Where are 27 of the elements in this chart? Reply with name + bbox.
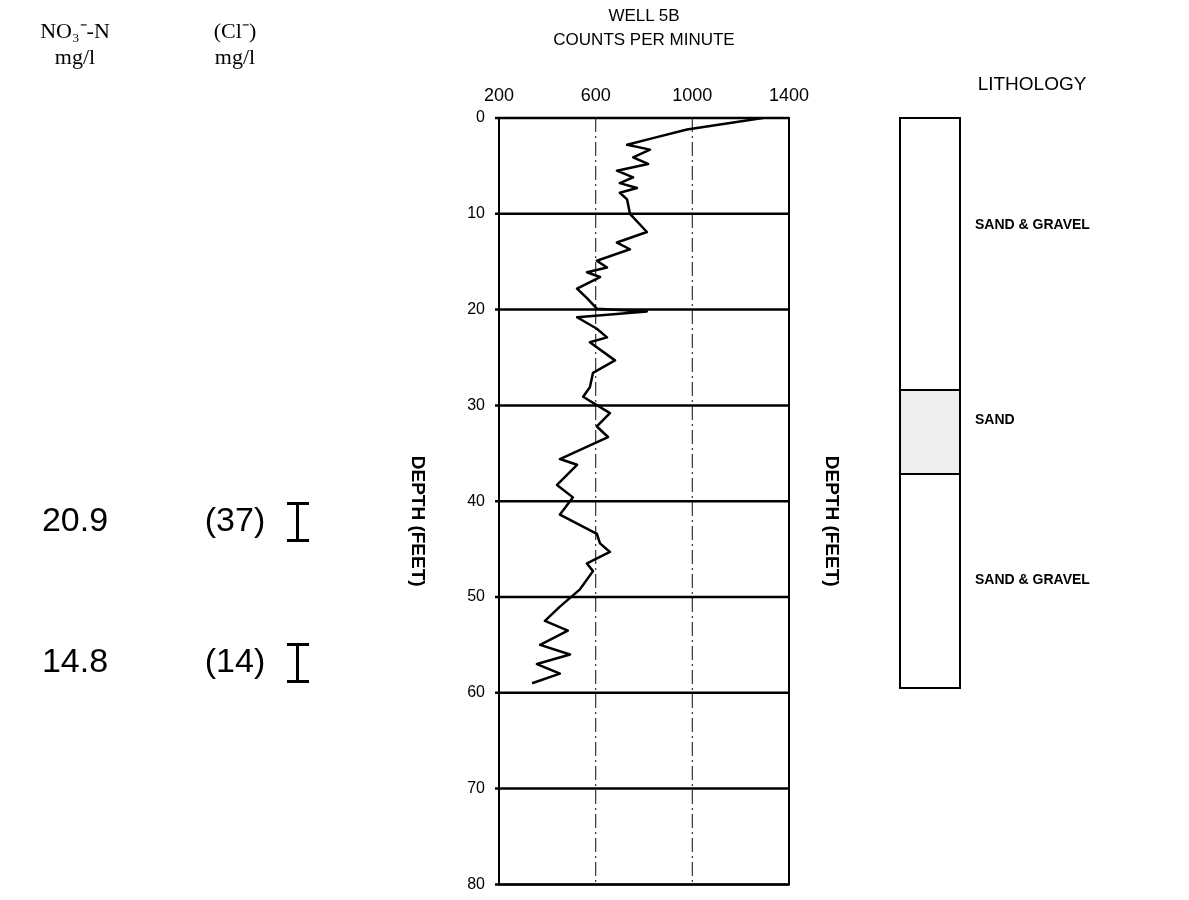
text: (14) bbox=[204, 641, 266, 680]
chart-title: WELL 5B bbox=[608, 5, 680, 25]
x-axis-title: COUNTS PER MINUTE bbox=[553, 29, 735, 49]
y-tick-label: 20 bbox=[467, 300, 486, 318]
text: SAND & GRAVEL bbox=[975, 215, 1091, 232]
text: LITHOLOGY bbox=[977, 73, 1087, 95]
y-tick-label: 50 bbox=[467, 587, 486, 605]
text: 20.9 bbox=[41, 500, 109, 539]
x-tick-label: 1000 bbox=[672, 85, 713, 106]
y-axis-title: DEPTH (FEET) bbox=[407, 455, 429, 587]
text: (37) bbox=[204, 500, 266, 539]
text: SAND & GRAVEL bbox=[975, 570, 1091, 587]
y-tick-label: 80 bbox=[467, 874, 486, 892]
text: (Cl⁻) mg/l bbox=[213, 17, 257, 69]
y-tick-label: 0 bbox=[476, 108, 486, 126]
y-tick-label: 30 bbox=[467, 395, 486, 413]
y-tick-label: 10 bbox=[467, 204, 486, 222]
y-tick-label: 70 bbox=[467, 779, 486, 797]
y-tick-label: 40 bbox=[467, 491, 486, 509]
text: 14.8 bbox=[41, 641, 109, 680]
y2-axis-title: DEPTH (FEET) bbox=[821, 455, 843, 587]
y-tick-label: 60 bbox=[467, 683, 486, 701]
text: NO₃⁻-N mg/l bbox=[40, 17, 110, 69]
text: SAND bbox=[975, 410, 1015, 427]
x-tick-label: 1400 bbox=[768, 85, 810, 106]
x-tick-label: 200 bbox=[483, 85, 515, 106]
x-tick-label: 600 bbox=[580, 85, 611, 106]
